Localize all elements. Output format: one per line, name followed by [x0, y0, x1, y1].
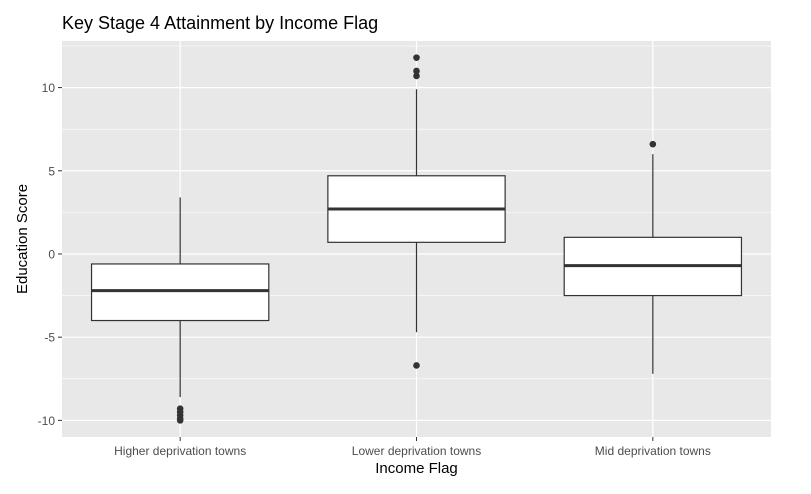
x-axis-label: Income Flag	[375, 460, 458, 477]
chart-title: Key Stage 4 Attainment by Income Flag	[62, 13, 378, 33]
y-tick-label: 0	[48, 247, 55, 261]
box-series	[90, 54, 743, 424]
y-tick-label: 10	[42, 81, 56, 95]
outlier-point	[413, 54, 420, 61]
box-2	[327, 54, 506, 369]
y-axis-ticks: -10 -5 0 5 10	[38, 81, 62, 428]
outlier-point	[649, 140, 657, 148]
x-tick-label: Higher deprivation towns	[114, 444, 246, 458]
outlier-point	[413, 362, 420, 369]
box-iqr	[90, 263, 270, 322]
y-tick-label: -5	[44, 331, 55, 345]
x-axis-ticks: Higher deprivation towns Lower deprivatio…	[114, 437, 711, 458]
y-tick-label: -10	[38, 414, 56, 428]
y-axis-label: Education Score	[14, 184, 31, 294]
box-1	[90, 197, 270, 424]
x-tick-label: Lower deprivation towns	[352, 444, 481, 458]
outlier-point	[413, 67, 420, 75]
outlier-point	[413, 72, 420, 80]
box-3	[563, 140, 743, 374]
y-tick-label: 5	[48, 164, 55, 178]
outlier-point	[176, 417, 184, 424]
x-tick-label: Mid deprivation towns	[595, 444, 711, 458]
